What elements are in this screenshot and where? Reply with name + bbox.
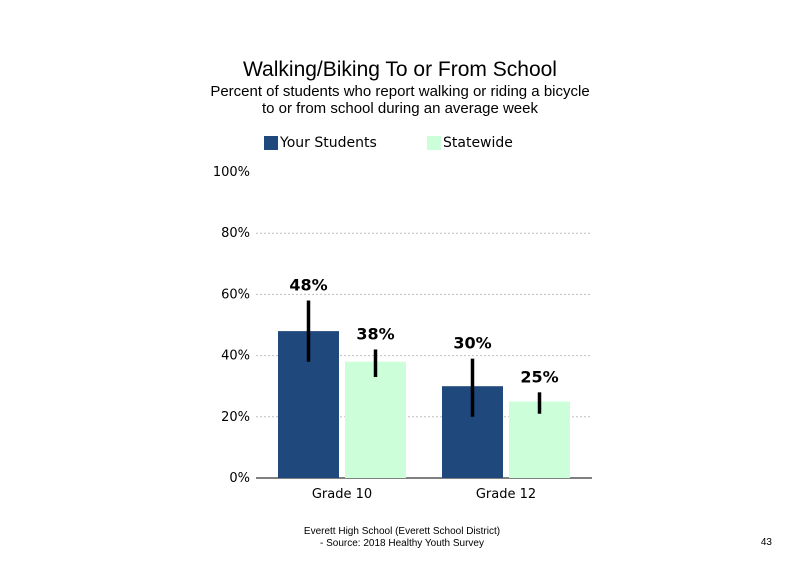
legend-label-your-students: Your Students <box>280 135 377 151</box>
data-label: 30% <box>453 334 491 353</box>
footer-school: Everett High School (Everett School Dist… <box>303 526 501 537</box>
y-tick-label: 60% <box>221 287 250 302</box>
x-tick-label: Grade 12 <box>476 487 536 502</box>
footer: Everett High School (Everett School Dist… <box>252 526 552 550</box>
y-tick-label: 40% <box>221 349 250 364</box>
y-tick-label: 0% <box>229 471 250 486</box>
page-number: 43 <box>760 537 772 548</box>
y-tick-label: 20% <box>221 410 250 425</box>
chart-title: Walking/Biking To or From School <box>243 58 557 81</box>
data-label: 48% <box>289 276 327 295</box>
legend-swatch-statewide <box>427 136 441 150</box>
footer-source: - Source: 2018 Healthy Youth Survey <box>320 538 484 549</box>
legend-label-statewide: Statewide <box>443 135 513 151</box>
data-label: 25% <box>520 367 558 386</box>
legend-statewide: Statewide <box>427 133 513 153</box>
chart-subtitle: Percent of students who report walking o… <box>210 83 590 117</box>
x-tick-label: Grade 10 <box>312 487 372 502</box>
bar <box>509 401 570 478</box>
bar <box>345 361 406 478</box>
data-label: 38% <box>356 324 394 343</box>
y-tick-label: 100% <box>213 165 250 180</box>
legend-swatch-your-students <box>264 136 278 150</box>
legend-your-students: Your Students <box>264 133 377 153</box>
y-tick-label: 80% <box>221 226 250 241</box>
